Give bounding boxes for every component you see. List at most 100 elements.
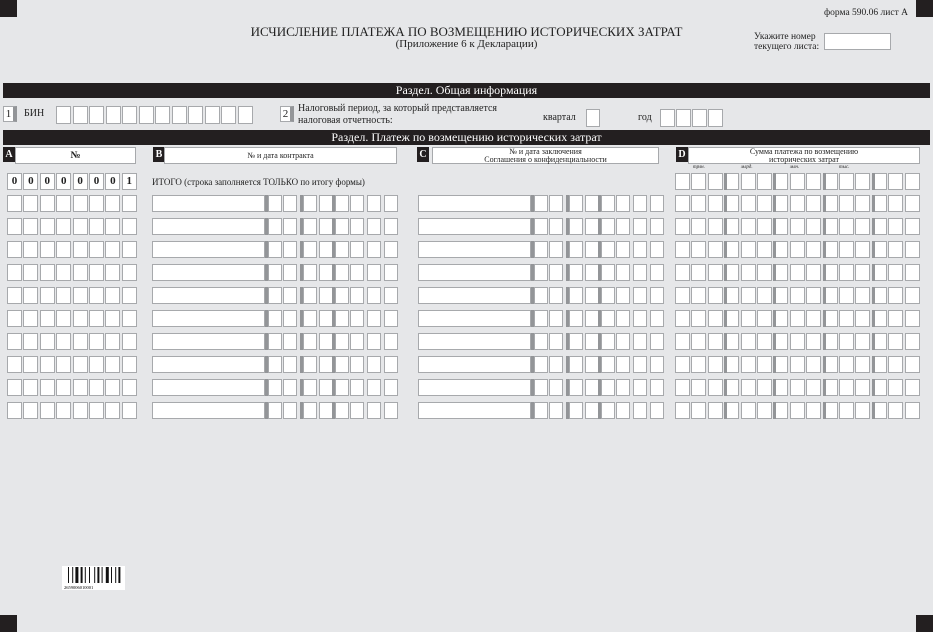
amount-digit-cell[interactable] [806,218,822,235]
row-number-cell[interactable] [23,379,39,396]
row-number-cell[interactable] [7,264,22,281]
agreement-number-input[interactable] [418,402,531,419]
amount-digit-cell[interactable] [691,287,707,304]
agreement-date-cell[interactable] [585,287,599,304]
contract-date-cell[interactable] [335,264,349,281]
agreement-date-cell[interactable] [549,287,563,304]
row-number-cell[interactable] [105,310,121,327]
agreement-date-cell[interactable] [585,195,599,212]
amount-digit-cell[interactable] [675,356,690,373]
agreement-date-cell[interactable] [601,379,615,396]
amount-digit-cell[interactable] [757,173,772,190]
agreement-date-cell[interactable] [534,195,548,212]
amount-digit-cell[interactable] [839,333,854,350]
contract-date-cell[interactable] [367,379,381,396]
row-number-cell[interactable] [72,379,88,396]
row-number-cell[interactable] [56,333,72,350]
amount-digit-cell[interactable] [707,241,723,258]
row-number-cell[interactable] [72,356,88,373]
bin-digit-cell[interactable] [56,106,71,124]
contract-date-cell[interactable] [350,287,364,304]
agreement-date-cell[interactable] [549,402,563,419]
amount-digit-cell[interactable] [904,379,920,396]
amount-digit-cell[interactable] [904,333,920,350]
row-number-cell[interactable] [121,264,137,281]
agreement-date-cell[interactable] [549,264,563,281]
agreement-number-input[interactable] [418,333,531,350]
contract-date-cell[interactable] [268,218,282,235]
bin-digit-cell[interactable] [171,106,187,124]
row-number-cell[interactable] [89,195,104,212]
contract-date-cell[interactable] [303,356,317,373]
amount-digit-cell[interactable] [675,241,690,258]
amount-digit-cell[interactable] [675,287,690,304]
amount-digit-cell[interactable] [740,195,756,212]
agreement-date-cell[interactable] [650,241,664,258]
amount-digit-cell[interactable] [855,264,871,281]
row-number-cell[interactable] [121,310,137,327]
row-number-cell[interactable] [89,241,104,258]
agreement-date-cell[interactable] [601,402,615,419]
amount-digit-cell[interactable] [675,195,690,212]
contract-date-cell[interactable] [319,218,333,235]
amount-digit-cell[interactable] [888,195,904,212]
amount-digit-cell[interactable] [757,287,772,304]
agreement-date-cell[interactable] [616,287,630,304]
contract-date-cell[interactable] [319,333,333,350]
contract-date-cell[interactable] [268,402,282,419]
amount-digit-cell[interactable] [806,333,822,350]
row-number-cell[interactable] [56,195,72,212]
row-number-cell[interactable] [7,333,22,350]
contract-date-cell[interactable] [283,218,297,235]
agreement-number-input[interactable] [418,379,531,396]
contract-date-cell[interactable] [319,241,333,258]
row-number-cell[interactable] [39,264,55,281]
row-number-cell[interactable] [56,356,72,373]
bin-digit-cell[interactable] [188,106,203,124]
amount-digit-cell[interactable] [691,195,707,212]
contract-date-cell[interactable] [367,264,381,281]
contract-date-cell[interactable] [319,356,333,373]
amount-digit-cell[interactable] [707,287,723,304]
row-number-cell[interactable] [89,356,104,373]
agreement-date-cell[interactable] [549,241,563,258]
amount-digit-cell[interactable] [839,173,854,190]
agreement-date-cell[interactable] [633,264,647,281]
agreement-date-cell[interactable] [549,218,563,235]
row-number-cell[interactable] [39,218,55,235]
agreement-date-cell[interactable] [650,218,664,235]
contract-date-cell[interactable] [283,195,297,212]
contract-number-input[interactable] [152,379,265,396]
amount-digit-cell[interactable] [740,264,756,281]
amount-digit-cell[interactable] [888,402,904,419]
amount-digit-cell[interactable] [757,241,772,258]
contract-date-cell[interactable] [303,264,317,281]
amount-digit-cell[interactable] [691,173,707,190]
amount-digit-cell[interactable] [855,310,871,327]
contract-date-cell[interactable] [367,218,381,235]
contract-date-cell[interactable] [268,287,282,304]
amount-digit-cell[interactable] [789,195,805,212]
row-number-cell[interactable] [89,333,104,350]
row-number-cell[interactable] [105,402,121,419]
contract-date-cell[interactable] [283,264,297,281]
amount-digit-cell[interactable] [675,218,690,235]
amount-digit-cell[interactable] [691,310,707,327]
agreement-number-input[interactable] [418,287,531,304]
agreement-date-cell[interactable] [633,241,647,258]
agreement-date-cell[interactable] [601,241,615,258]
contract-number-input[interactable] [152,333,265,350]
agreement-date-cell[interactable] [650,356,664,373]
contract-date-cell[interactable] [268,333,282,350]
agreement-date-cell[interactable] [601,333,615,350]
agreement-date-cell[interactable] [633,379,647,396]
contract-number-input[interactable] [152,195,265,212]
agreement-date-cell[interactable] [616,264,630,281]
amount-digit-cell[interactable] [675,379,690,396]
bin-digit-cell[interactable] [237,106,253,124]
amount-digit-cell[interactable] [839,195,854,212]
agreement-date-cell[interactable] [534,379,548,396]
amount-digit-cell[interactable] [691,333,707,350]
row-number-cell[interactable] [23,241,39,258]
row-number-cell[interactable] [121,195,137,212]
